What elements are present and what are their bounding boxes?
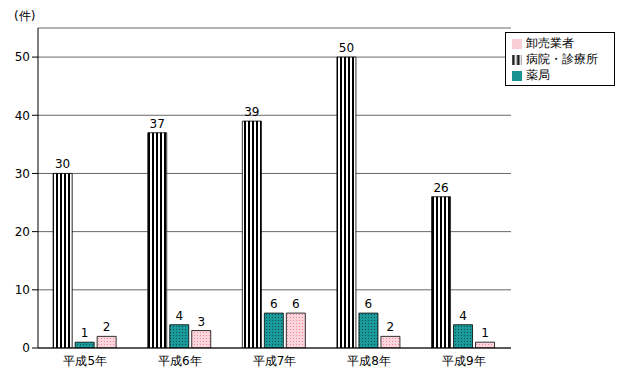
- svg-text:30: 30: [55, 157, 70, 171]
- svg-text:1: 1: [81, 326, 89, 340]
- svg-text:50: 50: [15, 50, 30, 64]
- html-text:(件): (件): [14, 9, 36, 23]
- html-text:卸売業者: 卸売業者: [526, 36, 574, 50]
- svg-text:50: 50: [339, 41, 354, 55]
- svg-text:平成8年: 平成8年: [347, 354, 391, 368]
- svg-text:平成6年: 平成6年: [158, 354, 202, 368]
- svg-text:4: 4: [459, 309, 467, 323]
- svg-text:37: 37: [150, 117, 165, 131]
- html-text:病院・診療所: 病院・診療所: [526, 52, 598, 66]
- svg-text:3: 3: [197, 315, 205, 329]
- svg-text:6: 6: [270, 297, 278, 311]
- svg-text:2: 2: [387, 320, 395, 334]
- svg-text:6: 6: [292, 297, 300, 311]
- svg-text:26: 26: [433, 181, 448, 195]
- svg-text:40: 40: [15, 109, 30, 123]
- svg-text:39: 39: [244, 105, 259, 119]
- svg-text:平成5年: 平成5年: [63, 354, 107, 368]
- svg-text:0: 0: [22, 341, 30, 355]
- svg-text:20: 20: [15, 225, 30, 239]
- svg-text:1: 1: [481, 326, 489, 340]
- svg-text:4: 4: [175, 309, 183, 323]
- html-text:薬局: 薬局: [526, 68, 550, 82]
- svg-text:平成7年: 平成7年: [253, 354, 297, 368]
- svg-text:10: 10: [15, 283, 30, 297]
- svg-text:6: 6: [365, 297, 373, 311]
- svg-text:30: 30: [15, 167, 30, 181]
- svg-text:平成9年: 平成9年: [442, 354, 486, 368]
- svg-text:2: 2: [103, 320, 111, 334]
